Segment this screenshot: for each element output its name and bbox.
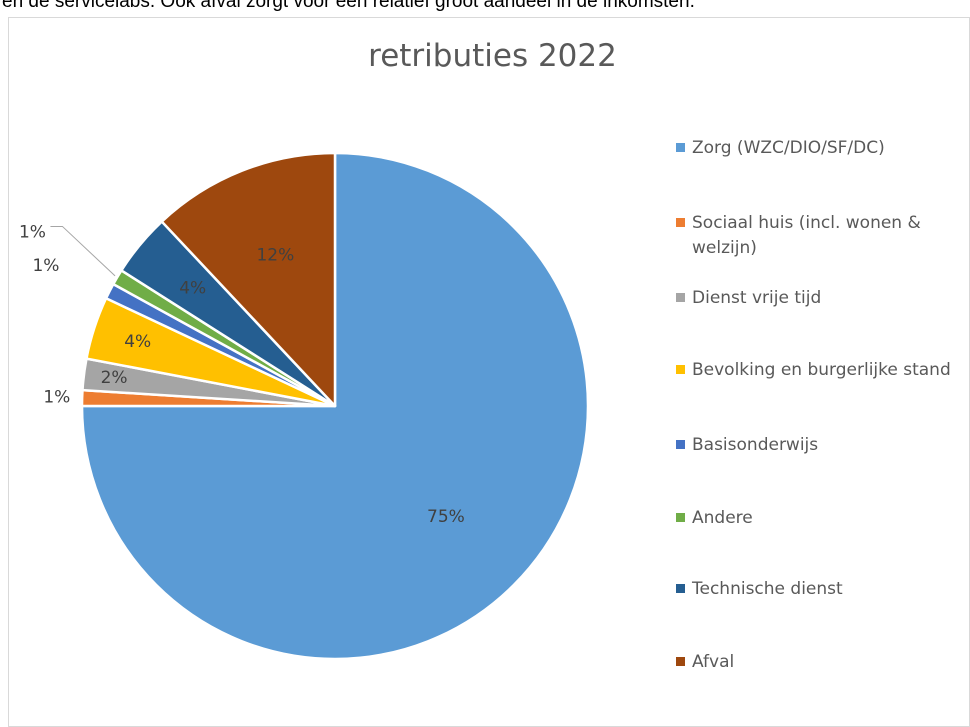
- data-label-3: 2%: [101, 368, 128, 388]
- data-label-5: 1%: [32, 256, 59, 276]
- legend-label: Zorg (WZC/DIO/SF/DC): [692, 138, 885, 158]
- legend-swatch: [676, 657, 685, 666]
- legend-swatch: [676, 584, 685, 593]
- intro-text-fragment: en de servicelabs. Ook afval zorgt voor …: [2, 0, 695, 12]
- legend-swatch: [676, 513, 685, 522]
- legend-item-7: Technische dienst: [676, 577, 966, 602]
- data-label-4: 4%: [124, 332, 151, 352]
- legend-label: Bevolking en burgerlijke stand: [692, 360, 951, 380]
- legend-swatch: [676, 365, 685, 374]
- legend-swatch: [676, 440, 685, 449]
- legend-item-5: Basisonderwijs: [676, 433, 966, 458]
- legend-item-1: Zorg (WZC/DIO/SF/DC): [676, 136, 966, 161]
- legend-item-6: Andere: [676, 506, 966, 531]
- legend-item-4: Bevolking en burgerlijke stand: [676, 358, 966, 383]
- legend-label: Technische dienst: [692, 579, 843, 599]
- legend-label: Sociaal huis (incl. wonen & welzijn): [692, 213, 921, 258]
- legend-swatch: [676, 218, 685, 227]
- legend-label: Basisonderwijs: [692, 435, 819, 455]
- leader-line-6: [50, 225, 116, 277]
- legend-label: Andere: [692, 508, 753, 528]
- pie-slice-8: [160, 151, 337, 408]
- legend-item-8: Afval: [676, 650, 966, 675]
- legend-item-3: Dienst vrije tijd: [676, 286, 966, 311]
- data-label-7: 4%: [179, 278, 206, 298]
- legend-swatch: [676, 293, 685, 302]
- legend-label: Afval: [692, 652, 735, 672]
- data-label-6: 1%: [19, 222, 46, 242]
- data-label-1: 75%: [427, 507, 465, 527]
- data-label-8: 12%: [256, 245, 294, 265]
- legend-label: Dienst vrije tijd: [692, 288, 822, 308]
- legend-swatch: [676, 143, 685, 152]
- legend-item-2: Sociaal huis (incl. wonen & welzijn): [676, 211, 966, 261]
- chart-title: retributies 2022: [368, 38, 617, 74]
- data-label-2: 1%: [43, 387, 70, 407]
